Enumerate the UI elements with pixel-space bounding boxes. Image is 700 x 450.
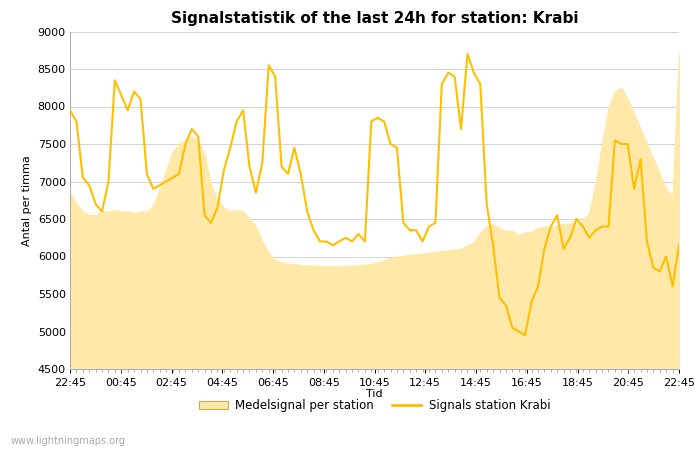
Legend: Medelsignal per station, Signals station Krabi: Medelsignal per station, Signals station…: [194, 395, 555, 417]
Title: Signalstatistik of the last 24h for station: Krabi: Signalstatistik of the last 24h for stat…: [171, 11, 578, 26]
Text: www.lightningmaps.org: www.lightningmaps.org: [10, 436, 125, 446]
Y-axis label: Antal per timma: Antal per timma: [22, 155, 32, 246]
X-axis label: Tid: Tid: [366, 389, 383, 400]
